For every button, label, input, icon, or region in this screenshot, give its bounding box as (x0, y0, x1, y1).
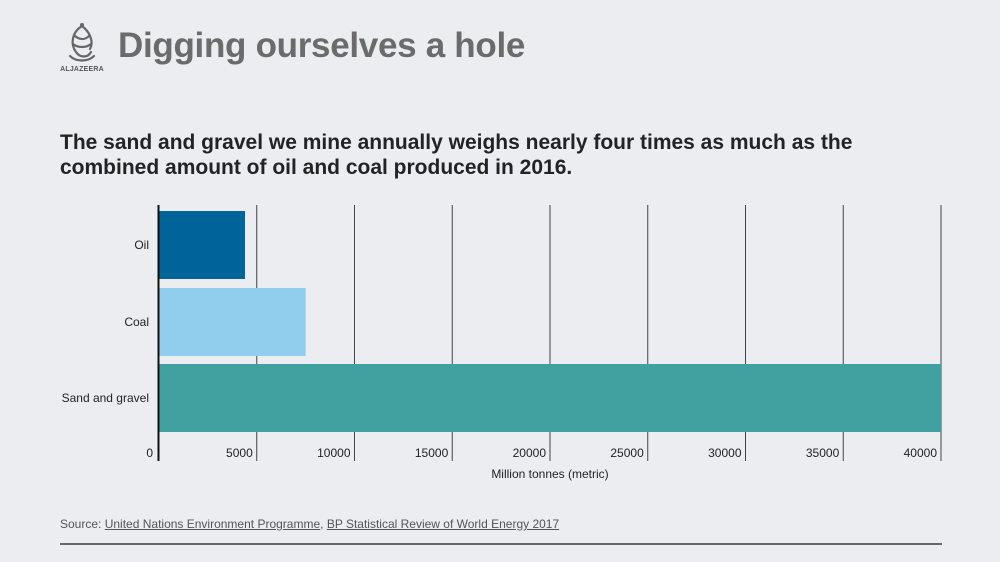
bar-sand-and-gravel (159, 364, 941, 432)
bar-oil (159, 211, 246, 279)
footer-divider (60, 543, 942, 545)
tick-label: 10000 (317, 446, 351, 460)
tick-label: 0 (146, 446, 153, 460)
source-link-bp[interactable]: BP Statistical Review of World Energy 20… (326, 517, 560, 531)
logo-text: ALJAZEERA (60, 66, 104, 73)
source-note: Source: United Nations Environment Progr… (60, 517, 559, 531)
aljazeera-emblem-icon (68, 23, 96, 62)
tick-label: 25000 (610, 446, 644, 460)
tick-label: 20000 (513, 446, 547, 460)
source-prefix: Source: (60, 517, 105, 531)
bar-coal (159, 288, 306, 356)
chart-subtitle: The sand and gravel we mine annually wei… (60, 131, 853, 179)
category-label: Coal (124, 315, 149, 329)
tick-label: 5000 (226, 446, 253, 460)
aljazeera-logo: ALJAZEERA (58, 22, 106, 78)
tick-label: 30000 (708, 446, 742, 460)
category-label: Sand and gravel (62, 391, 149, 405)
page-title: Digging ourselves a hole (118, 26, 526, 65)
tick-label: 15000 (415, 446, 449, 460)
source-separator: , (320, 517, 327, 531)
category-label: Oil (134, 238, 149, 252)
x-axis-label: Million tonnes (metric) (491, 467, 608, 481)
source-link-unep[interactable]: United Nations Environment Programme (104, 517, 321, 531)
tick-label: 40000 (904, 446, 938, 460)
tick-label: 35000 (806, 446, 840, 460)
